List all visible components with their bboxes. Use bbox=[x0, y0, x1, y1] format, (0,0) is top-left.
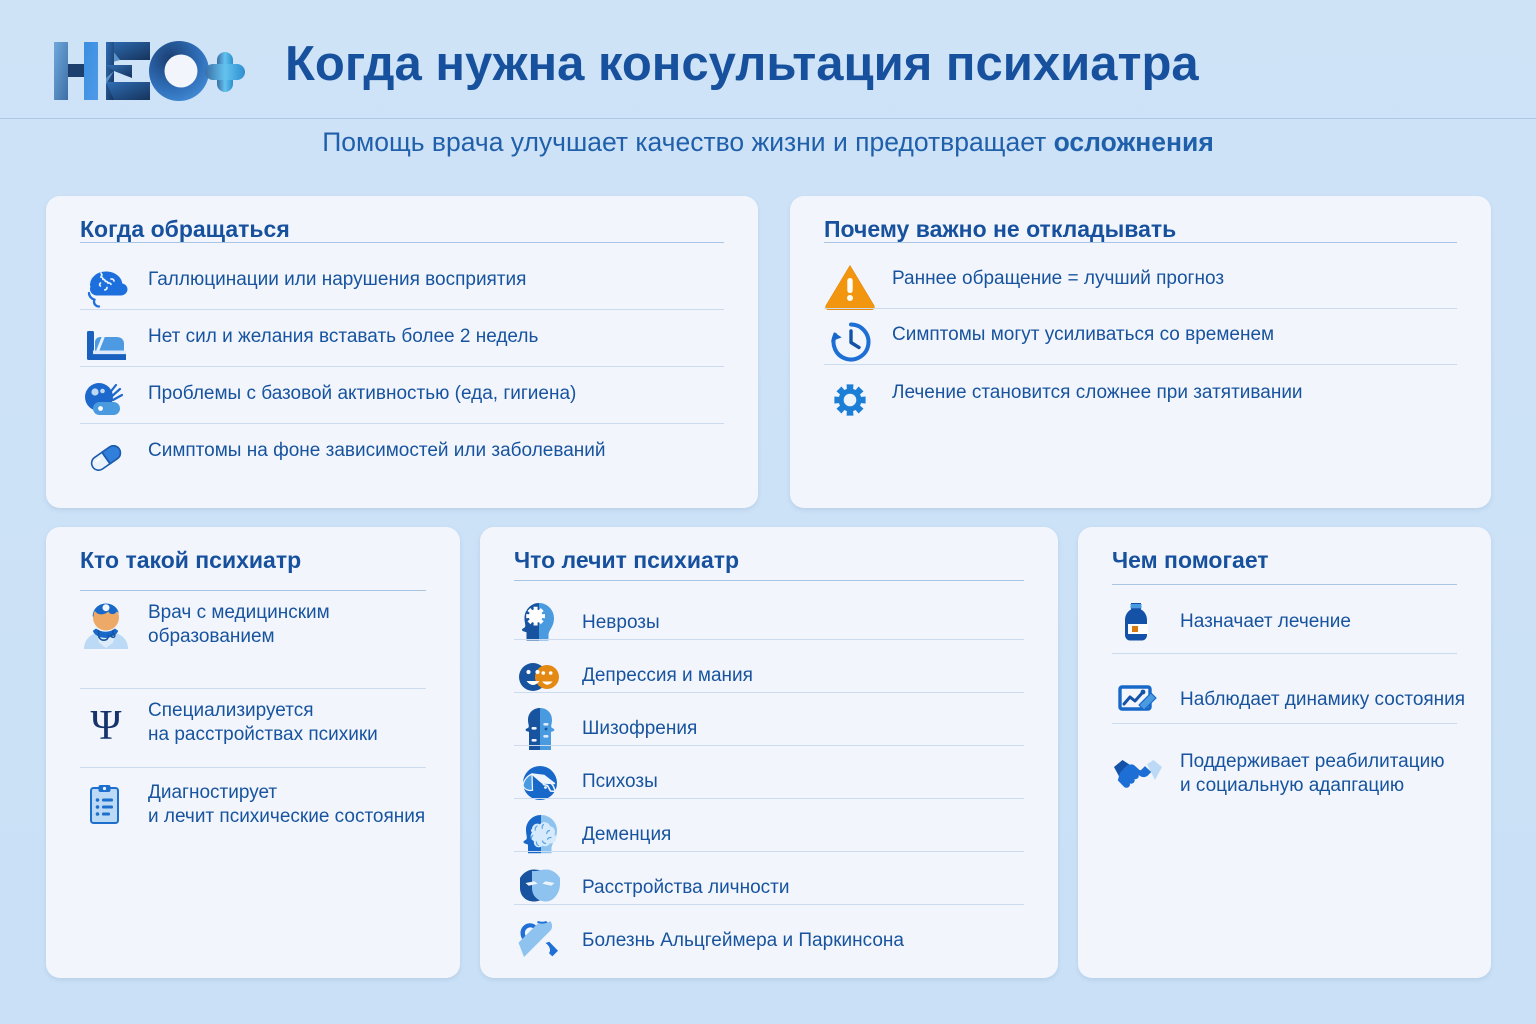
svg-text:Ψ: Ψ bbox=[91, 703, 122, 749]
